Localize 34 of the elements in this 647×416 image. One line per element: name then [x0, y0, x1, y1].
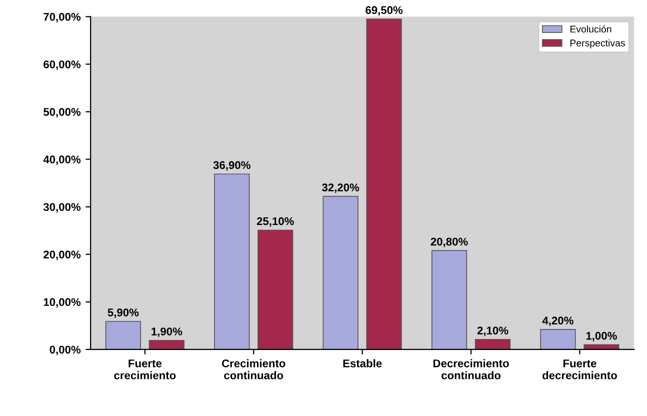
x-tick-label: Estable [343, 359, 382, 368]
bar [431, 250, 468, 350]
legend-label: Perspectivas [570, 39, 625, 48]
data-label: 36,90% [213, 161, 250, 171]
y-tick-label: 50,00% [44, 108, 81, 118]
x-tick-label: Decrecimiento continuado [433, 359, 509, 380]
y-tick-label: 0,00% [50, 346, 81, 356]
y-tick-label: 30,00% [43, 203, 81, 213]
y-tick-label: 20,00% [44, 250, 81, 260]
bar [366, 18, 402, 350]
bar [105, 320, 141, 350]
bar [214, 174, 250, 350]
data-label: 1,00% [586, 332, 617, 342]
legend-label: Evolución [570, 25, 612, 33]
y-tick-label: 40,00% [43, 156, 81, 166]
y-tick-label: 60,00% [44, 60, 81, 70]
data-label: 5,90% [108, 308, 139, 318]
data-label: 69,50% [366, 6, 403, 16]
bar [540, 329, 576, 350]
data-label: 20,80% [430, 238, 468, 248]
bar [148, 340, 184, 350]
bar [474, 339, 511, 350]
y-tick-label: 70,00% [44, 12, 81, 22]
data-label: 32,20% [322, 184, 360, 193]
data-label: 4,20% [542, 316, 574, 326]
bar [258, 230, 294, 350]
x-tick-label: Crecimiento continuado [222, 359, 286, 380]
y-tick-label: 10,00% [44, 298, 81, 308]
x-tick-label: Fuerte crecimiento [114, 360, 176, 380]
bar [322, 196, 358, 350]
data-label: 2,10% [477, 326, 508, 336]
x-tick-label: Fuerte decrecimiento [542, 360, 617, 380]
data-label: 25,10% [256, 217, 294, 227]
data-label: 1,90% [152, 328, 182, 338]
